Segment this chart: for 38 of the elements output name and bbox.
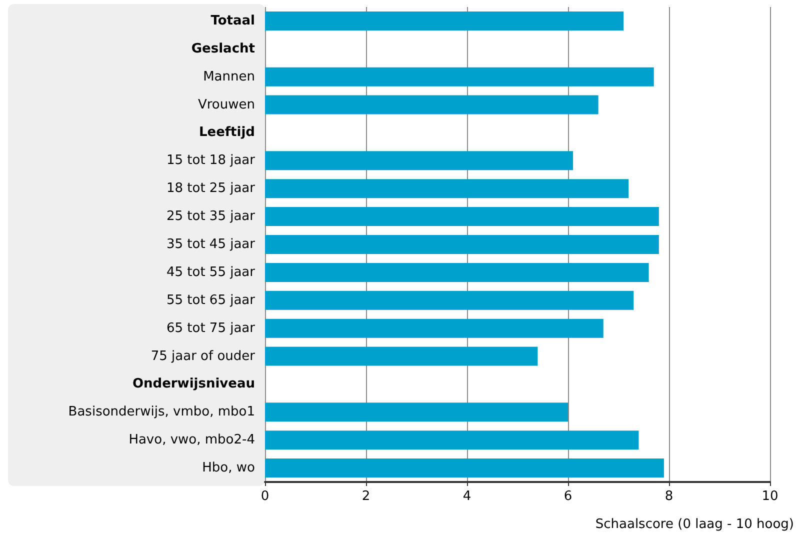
bar: [265, 207, 659, 226]
y-tick-label: 75 jaar of ouder: [150, 348, 256, 364]
y-tick-label: 65 tot 75 jaar: [166, 320, 256, 336]
bar: [265, 430, 639, 450]
bar: [265, 458, 664, 478]
x-tick-label: 4: [462, 489, 472, 504]
bar: [265, 151, 574, 170]
x-tick-label: 6: [564, 489, 572, 504]
bar: [265, 290, 634, 310]
bar: [265, 318, 604, 338]
bar: [265, 11, 624, 30]
x-tick-label: 2: [362, 489, 370, 504]
y-tick-label: Leeftijd: [198, 125, 255, 140]
y-tick-label: 55 tot 65 jaar: [166, 292, 256, 308]
y-tick-label: Geslacht: [191, 41, 255, 56]
x-tick-label: 0: [260, 489, 270, 504]
x-tick-label: 10: [762, 489, 778, 504]
y-tick-label: Mannen: [203, 69, 255, 84]
y-tick-label: Totaal: [210, 13, 255, 28]
bar: [265, 262, 649, 282]
y-tick-label: 15 tot 18 jaar: [166, 153, 256, 168]
bar: [265, 95, 598, 114]
bar: [265, 67, 654, 86]
y-tick-label: 25 tot 35 jaar: [166, 209, 256, 224]
x-tick-label: 8: [664, 489, 674, 504]
y-tick-label: Havo, vwo, mbo2-4: [128, 432, 255, 448]
bar: [265, 179, 629, 198]
y-tick-label: Basisonderwijs, vmbo, mbo1: [68, 404, 255, 420]
bar: [265, 402, 568, 422]
x-axis-title: Schaalscore (0 laag - 10 hoog): [595, 517, 794, 532]
bar: [265, 346, 538, 366]
y-tick-label: Onderwijsniveau: [132, 376, 255, 392]
y-tick-label: 35 tot 45 jaar: [166, 237, 256, 252]
y-tick-label: 18 tot 25 jaar: [166, 181, 256, 196]
y-tick-label: 45 tot 55 jaar: [166, 264, 256, 280]
bar: [265, 235, 659, 254]
y-tick-label: Vrouwen: [198, 97, 255, 112]
y-tick-label: Hbo, wo: [202, 460, 256, 476]
